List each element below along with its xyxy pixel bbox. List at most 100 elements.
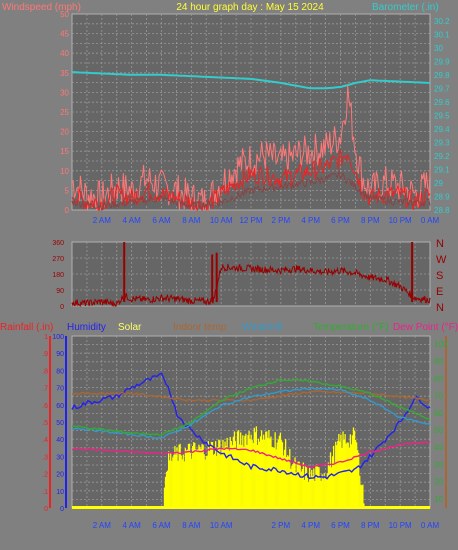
compass-label: N: [436, 238, 444, 250]
direction-degree-label: 360: [52, 240, 64, 247]
wind-tick-label: 40: [60, 49, 69, 58]
wind-tick-label: 50: [60, 10, 69, 19]
rain-tick-label: .5: [42, 420, 48, 427]
legend-dew-point: Dew Point (°F): [393, 322, 458, 333]
time-tick-label: 6 AM: [152, 216, 171, 225]
wind-grid: [72, 14, 430, 210]
legend-temperature: Temperature (°F): [313, 322, 389, 333]
humidity-tick-label: 30: [56, 454, 64, 461]
time-tick-label: 4 PM: [301, 216, 320, 225]
temp-tick-label: 60: [434, 409, 443, 418]
time-tick-label: 10 AM: [210, 216, 233, 225]
temp-tick-label: 80: [434, 374, 443, 383]
temp-tick-label: 90: [434, 357, 443, 366]
tick-labels: 0510152025303540455028.828.92929.129.229…: [42, 10, 450, 530]
line-dew-point-f-: [71, 441, 431, 469]
temp-tick-label: 70: [434, 392, 443, 401]
wind-tick-label: 25: [60, 108, 69, 117]
barometer-tick-label: 30: [434, 44, 443, 53]
barometer-tick-label: 30.1: [434, 30, 450, 39]
barometer-tick-label: 29.3: [434, 138, 450, 147]
time-tick-label: 12 PM: [239, 216, 262, 225]
barometer-tick-label: 28.8: [434, 206, 450, 215]
line-windchill: [71, 386, 431, 440]
legend-solar: Solar: [118, 322, 142, 333]
time-tick-label: 4 AM: [123, 521, 142, 530]
legend-windchill: Windchill: [242, 322, 282, 333]
temp-grid: [72, 336, 430, 508]
wind-tick-label: 20: [60, 128, 69, 137]
chart-title: 24 hour graph day : May 15 2024: [176, 2, 324, 13]
temp-tick-label: 40: [434, 443, 443, 452]
legend-rainfall: Rainfall (.in): [0, 322, 53, 333]
humidity-tick-label: 90: [56, 351, 64, 358]
direction-degree-label: 270: [52, 256, 64, 263]
barometer-tick-label: 29.7: [434, 84, 450, 93]
time-tick-label: 8 PM: [361, 216, 380, 225]
direction-grid: [72, 242, 430, 306]
humidity-tick-label: 60: [56, 403, 64, 410]
wind-axis-title: Windspeed (mph): [2, 2, 81, 13]
time-tick-label: 10 PM: [389, 521, 412, 530]
barometer-tick-label: 28.9: [434, 192, 450, 201]
wind-tick-label: 10: [60, 167, 69, 176]
legend-humidity: Humidity: [67, 322, 106, 333]
barometer-tick-label: 29.8: [434, 71, 450, 80]
time-tick-label: 10 PM: [389, 216, 412, 225]
time-tick-label: 2 AM: [93, 216, 112, 225]
time-tick-label: 8 AM: [182, 216, 201, 225]
series-layer: [71, 71, 431, 508]
line-humidity: [71, 372, 431, 480]
humidity-tick-label: 10: [56, 489, 64, 496]
rain-tick-label: 1: [44, 334, 48, 341]
wind-tick-label: 15: [60, 147, 69, 156]
wind-tick-label: 45: [60, 30, 69, 39]
rain-tick-label: .2: [42, 472, 48, 479]
humidity-tick-label: 80: [56, 368, 64, 375]
humidity-tick-label: 40: [56, 437, 64, 444]
compass-label: S: [436, 270, 443, 282]
humidity-tick-label: 70: [56, 386, 64, 393]
compass-label: E: [436, 286, 443, 298]
humidity-tick-label: 50: [56, 420, 64, 427]
rain-tick-label: .3: [42, 454, 48, 461]
temp-tick-label: 20: [434, 478, 443, 487]
barometer-tick-label: 29.2: [434, 152, 450, 161]
barometer-tick-label: 29.6: [434, 98, 450, 107]
time-tick-label: 4 PM: [301, 521, 320, 530]
rain-tick-label: .9: [42, 351, 48, 358]
wind-direction-line: [71, 263, 431, 308]
temp-tick-label: 30: [434, 460, 443, 469]
time-tick-label: 10 AM: [210, 521, 233, 530]
compass-label: W: [436, 254, 447, 266]
rain-tick-label: .7: [42, 386, 48, 393]
rain-tick-label: .4: [42, 437, 48, 444]
humidity-tick-label: 0: [60, 506, 64, 513]
direction-degree-label: 180: [52, 272, 64, 279]
rain-tick-label: .8: [42, 368, 48, 375]
barometer-axis-title: Barometer (.in): [372, 2, 439, 13]
time-tick-label: 8 AM: [182, 521, 201, 530]
compass-label: N: [436, 302, 444, 314]
barometer-tick-label: 29.4: [434, 125, 450, 134]
time-tick-label: 2 AM: [93, 521, 112, 530]
barometer-tick-label: 30.2: [434, 17, 450, 26]
barometer-tick-label: 29.1: [434, 165, 450, 174]
wind-tick-label: 30: [60, 88, 69, 97]
rain-tick-label: 0: [44, 506, 48, 513]
temp-tick-label: 100: [434, 340, 448, 349]
time-tick-label: 0 AM: [421, 521, 440, 530]
humidity-tick-label: 100: [52, 334, 64, 341]
direction-degree-label: 0: [60, 304, 64, 311]
temp-tick-label: 50: [434, 426, 443, 435]
barometer-tick-label: 29.5: [434, 111, 450, 120]
time-tick-label: 6 PM: [331, 216, 350, 225]
time-tick-label: 4 AM: [123, 216, 142, 225]
time-tick-label: 2 PM: [271, 216, 290, 225]
rain-tick-label: .1: [42, 489, 48, 496]
time-tick-label: 6 PM: [331, 521, 350, 530]
time-tick-label: 8 PM: [361, 521, 380, 530]
time-tick-label: 0 AM: [421, 216, 440, 225]
wind-tick-label: 35: [60, 69, 69, 78]
